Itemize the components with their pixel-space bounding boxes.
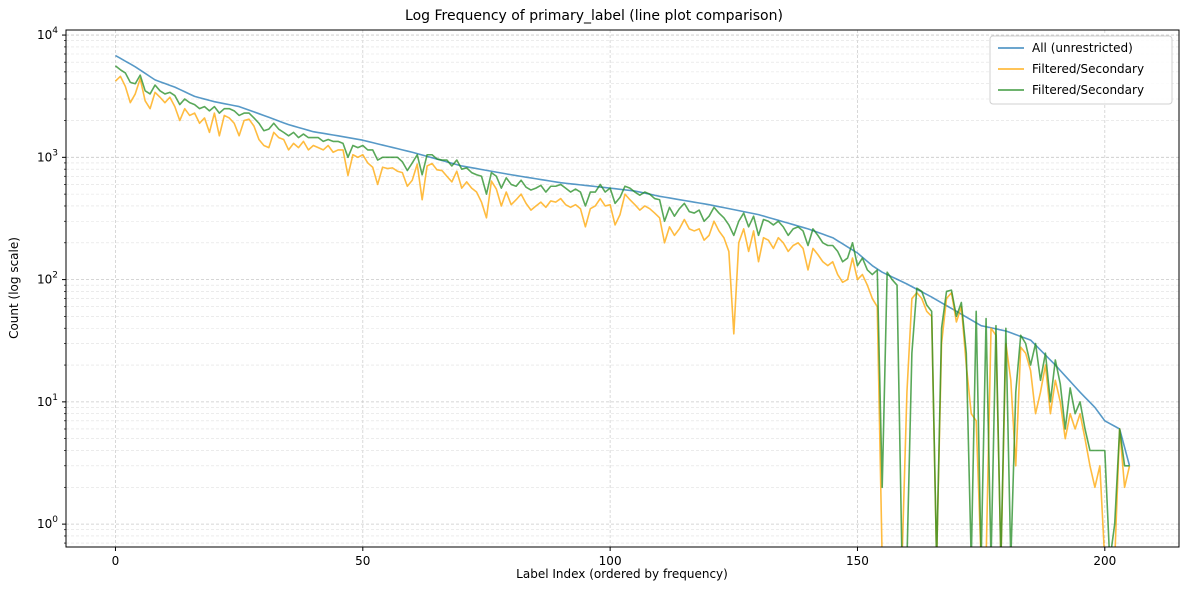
y-tick-label: 103 [37,148,58,164]
plot-frame [65,29,1180,548]
legend: All (unrestricted) Filtered/Secondary Filt… [989,35,1173,105]
y-tick-label: 101 [37,393,58,409]
y-axis-label: Count (log scale) [7,237,21,339]
x-axis: 0 50 100 150 200 [112,547,1116,568]
grid [66,30,1179,547]
y-tick-label: 104 [37,26,58,42]
x-tick-label: 100 [599,554,622,568]
x-tick-label: 200 [1093,554,1116,568]
legend-label-1: Filtered/Secondary [1032,62,1144,76]
y-tick-label: 100 [37,515,58,531]
y-axis: 100 101 102 103 104 [37,26,66,544]
series-line-0 [115,54,1131,466]
x-tick-label: 50 [355,554,370,568]
series-line-2 [114,65,1130,547]
plot-lines [114,54,1131,547]
series-line-1 [114,75,1131,547]
x-axis-label: Label Index (ordered by frequency) [516,567,728,581]
chart-title: Log Frequency of primary_label (line plo… [405,8,783,24]
y-tick-label: 102 [37,271,58,287]
legend-label-2: Filtered/Secondary [1032,83,1144,97]
legend-box [989,35,1173,105]
x-tick-label: 150 [846,554,869,568]
x-tick-label: 0 [112,554,120,568]
legend-label-0: All (unrestricted) [1032,41,1133,55]
